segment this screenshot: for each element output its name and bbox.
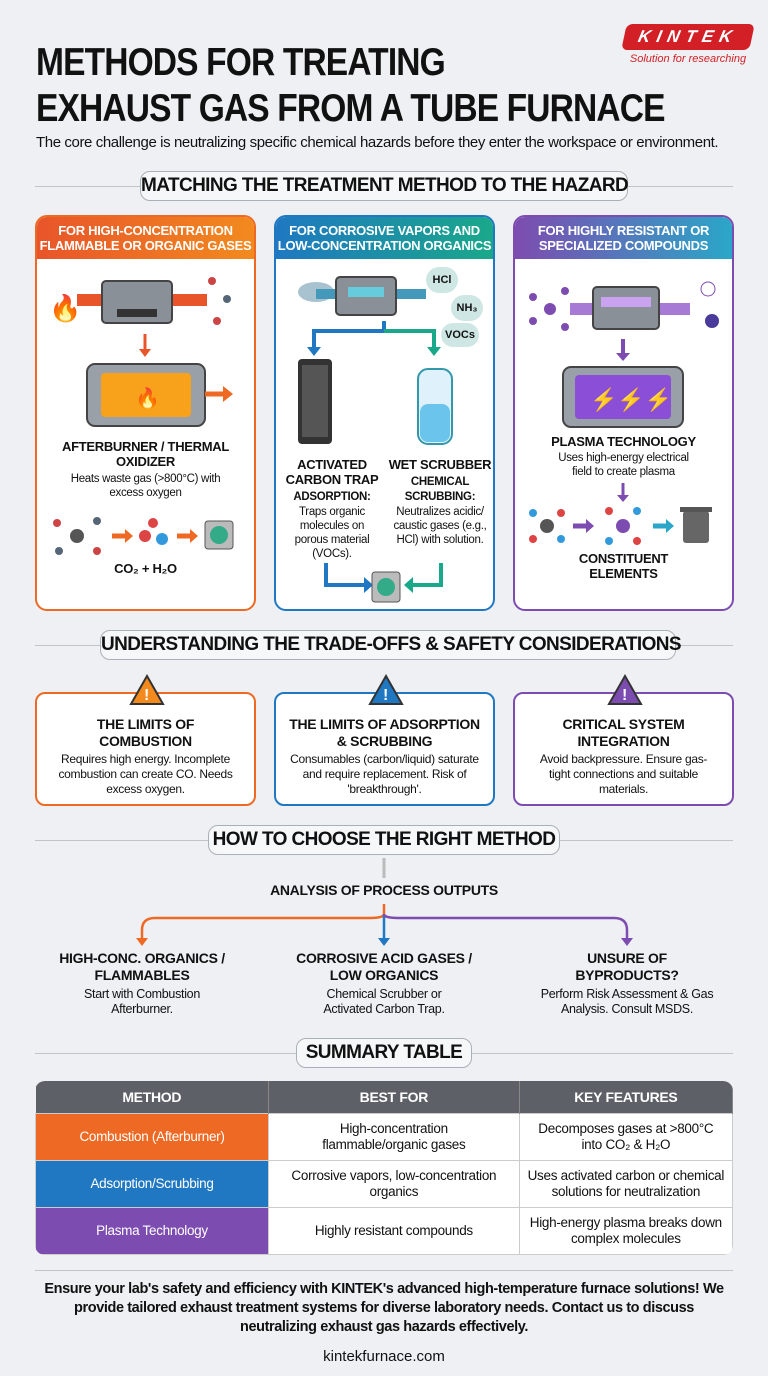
section-title-summary: SUMMARY TABLE	[296, 1038, 472, 1068]
section-title-choose: HOW TO CHOOSE THE RIGHT METHOD	[208, 825, 560, 855]
svg-text:!: !	[144, 687, 149, 704]
furnace-icon	[592, 286, 660, 330]
co2-icon	[139, 530, 151, 542]
warning-icon: !	[607, 674, 643, 705]
table-row: Plasma Technology Highly resistant compo…	[35, 1206, 733, 1255]
gas-label-hcl: HCl	[426, 267, 458, 293]
reaction-products: CO₂ + H₂O	[114, 561, 177, 576]
exhaust-fan-illustration	[324, 563, 443, 603]
scrubber-illustration: HCl NH₃ VOCs	[276, 259, 493, 449]
svg-text:!: !	[622, 687, 627, 704]
card-header: FOR CORROSIVE VAPORS AND LOW-CONCENTRATI…	[276, 217, 493, 259]
svg-text:🔥: 🔥	[135, 386, 160, 410]
molecule-icon	[70, 529, 84, 543]
afterburner-illustration: 🔥 🔥	[49, 277, 233, 427]
kintek-logo: KINTEK Solution for researching	[621, 24, 755, 65]
table-row: Combustion (Afterburner) High-concentrat…	[35, 1112, 733, 1161]
decomposition-illustration	[529, 483, 712, 545]
website-link[interactable]: kintekfurnace.com	[323, 1348, 445, 1365]
section-title-tradeoffs: UNDERSTANDING THE TRADE-OFFS & SAFETY CO…	[100, 630, 682, 660]
recycle-bin-icon	[683, 511, 709, 543]
option-scrubber: CORROSIVE ACID GASES / LOW ORGANICS Chem…	[296, 950, 472, 1016]
svg-text:!: !	[383, 687, 388, 704]
warning-icon: !	[368, 674, 404, 705]
card-combustion: FOR HIGH-CONCENTRATION FLAMMABLE OR ORGA…	[35, 215, 256, 611]
method-name: AFTERBURNER / THERMAL OXIDIZER	[61, 439, 230, 469]
atom-icon	[700, 281, 716, 297]
section-title-matching: MATCHING THE TREATMENT METHOD TO THE HAZ…	[140, 171, 629, 201]
summary-table: METHOD BEST FOR KEY FEATURES Combustion …	[35, 1081, 733, 1255]
card-adsorption-scrubbing: FOR CORROSIVE VAPORS AND LOW-CONCENTRATI…	[274, 215, 495, 611]
option-unsure: UNSURE OF BYPRODUCTS? Perform Risk Asses…	[540, 950, 714, 1016]
reaction-illustration	[53, 517, 234, 555]
card-header: FOR HIGH-CONCENTRATION FLAMMABLE OR ORGA…	[37, 217, 254, 259]
wet-scrubber-info: WET SCRUBBER CHEMICAL SCRUBBING: Neutral…	[388, 457, 492, 546]
page-title: METHODS FOR TREATING EXHAUST GAS FROM A …	[36, 41, 665, 130]
option-combustion: HIGH-CONC. ORGANICS / FLAMMABLES Start w…	[59, 950, 225, 1016]
plasma-illustration: ⚡⚡⚡	[529, 281, 719, 428]
method-name: PLASMA TECHNOLOGY	[551, 434, 696, 449]
divider	[35, 1270, 733, 1271]
warning-icon: !	[129, 674, 165, 705]
tradeoff-card-integration: ! CRITICAL SYSTEM INTEGRATION Avoid back…	[513, 674, 734, 806]
footer-cta: Ensure your lab's safety and efficiency …	[44, 1281, 724, 1335]
table-row: Adsorption/Scrubbing Corrosive vapors, l…	[35, 1159, 733, 1208]
gas-label-vocs: VOCs	[441, 323, 479, 347]
tradeoff-card-adsorption: ! THE LIMITS OF ADSORPTION & SCRUBBING C…	[274, 674, 495, 806]
card-plasma: FOR HIGHLY RESISTANT OR SPECIALIZED COMP…	[513, 215, 734, 611]
table-header-row: METHOD BEST FOR KEY FEATURES	[35, 1081, 733, 1113]
carbon-trap-info: ACTIVATED CARBON TRAP ADSORPTION: Traps …	[285, 457, 379, 560]
method-desc: Uses high-energy electrical field to cre…	[558, 452, 689, 478]
result-label: CONSTITUENT ELEMENTS	[578, 551, 669, 581]
gas-label-nh3: NH₃	[451, 295, 483, 321]
method-desc: Heats waste gas (>800°C) with excess oxy…	[70, 473, 221, 499]
molecule-icon	[544, 303, 556, 315]
svg-text:⚡⚡⚡: ⚡⚡⚡	[590, 387, 672, 413]
decision-root: ANALYSIS OF PROCESS OUTPUTS	[270, 882, 498, 898]
card-header: FOR HIGHLY RESISTANT OR SPECIALIZED COMP…	[515, 217, 732, 259]
decision-tree-lines	[136, 858, 633, 946]
molecule-icon	[540, 519, 554, 533]
flame-icon: 🔥	[49, 293, 81, 323]
elements-icon	[616, 519, 630, 533]
page-subtitle: The core challenge is neutralizing speci…	[36, 134, 719, 151]
tradeoff-card-combustion: ! THE LIMITS OF COMBUSTION Requires high…	[35, 674, 256, 806]
